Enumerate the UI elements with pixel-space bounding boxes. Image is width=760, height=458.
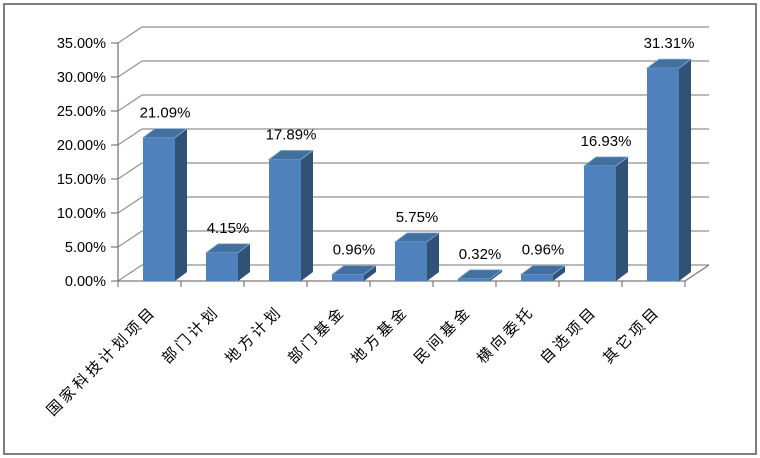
- bar: [141, 128, 189, 281]
- category-label: 自选项目: [537, 303, 601, 367]
- bar-front-face: [332, 274, 364, 281]
- bars: [141, 58, 693, 282]
- category-label: 国家科技计划项目: [44, 303, 161, 420]
- data-label: 4.15%: [207, 220, 250, 237]
- bar: [582, 156, 630, 281]
- bar-side-face: [679, 59, 691, 282]
- chart-border: [3, 3, 757, 455]
- data-label: 0.96%: [522, 241, 565, 258]
- bar-side-face: [553, 265, 565, 281]
- y-tick-label: 15.00%: [57, 172, 106, 188]
- bar-front-face: [143, 137, 175, 281]
- bar-front-face: [584, 165, 616, 281]
- gridline-slant: [117, 94, 143, 112]
- category-label: 部门计划: [159, 303, 223, 367]
- bar-side-face: [238, 243, 250, 281]
- bar-side-face: [175, 128, 187, 281]
- y-tick-label: 5.00%: [65, 240, 106, 256]
- gridline-slant: [117, 162, 143, 180]
- gridline-slant: [117, 230, 143, 248]
- x-axis: [117, 281, 686, 287]
- y-tick-label: 10.00%: [57, 206, 106, 222]
- y-tick-label: 0.00%: [65, 274, 106, 290]
- category-label: 地方计划: [222, 303, 286, 367]
- bar: [267, 149, 315, 281]
- y-tick-label: 20.00%: [57, 138, 106, 154]
- bar-side-face: [301, 150, 313, 281]
- data-label: 16.93%: [581, 133, 632, 150]
- bar-side-face: [616, 156, 628, 281]
- bar-front-face: [206, 252, 238, 281]
- data-label: 5.75%: [396, 209, 439, 226]
- data-label: 0.32%: [459, 246, 502, 263]
- bar: [204, 243, 252, 281]
- gridline-slant: [117, 60, 143, 78]
- category-label: 民间基金: [411, 303, 475, 367]
- y-tick-label: 25.00%: [57, 104, 106, 120]
- gridline-slant: [117, 128, 143, 146]
- bar: [645, 58, 693, 282]
- bar-side-face: [364, 265, 376, 281]
- bar-side-face: [427, 232, 439, 281]
- bar-front-face: [269, 159, 301, 281]
- bar: [330, 265, 378, 281]
- category-label: 横向委托: [474, 303, 538, 367]
- y-tick-label: 30.00%: [57, 70, 106, 86]
- data-label: 0.96%: [333, 241, 376, 258]
- gridline-slant: [117, 196, 143, 214]
- data-label: 31.31%: [644, 35, 695, 52]
- bar: [456, 269, 504, 281]
- data-label: 21.09%: [140, 105, 191, 122]
- bar-front-face: [647, 68, 679, 281]
- bar-front-face: [395, 241, 427, 281]
- bar-front-face: [458, 278, 490, 281]
- bar-side-face: [490, 269, 502, 281]
- bar: [393, 232, 441, 281]
- bar-front-face: [521, 274, 553, 281]
- gridline-slant: [117, 26, 143, 44]
- category-label: 地方基金: [348, 303, 412, 367]
- floor-right-edge: [684, 264, 710, 282]
- data-label: 17.89%: [266, 126, 317, 143]
- category-label: 部门基金: [285, 303, 349, 367]
- category-label: 其它项目: [599, 302, 664, 367]
- bar-top-face: [456, 269, 504, 280]
- y-tick-label: 35.00%: [57, 36, 106, 52]
- data-labels: 21.09% 4.15% 17.89% 0.96% 5.75% 0.32% 0.96% 16.…: [140, 35, 695, 263]
- gridline-slant: [117, 264, 143, 282]
- bar: [519, 265, 567, 281]
- y-axis: 0.00% 5.00% 10.00% 15.00% 20.00% 25.00% 30.00%…: [57, 36, 119, 290]
